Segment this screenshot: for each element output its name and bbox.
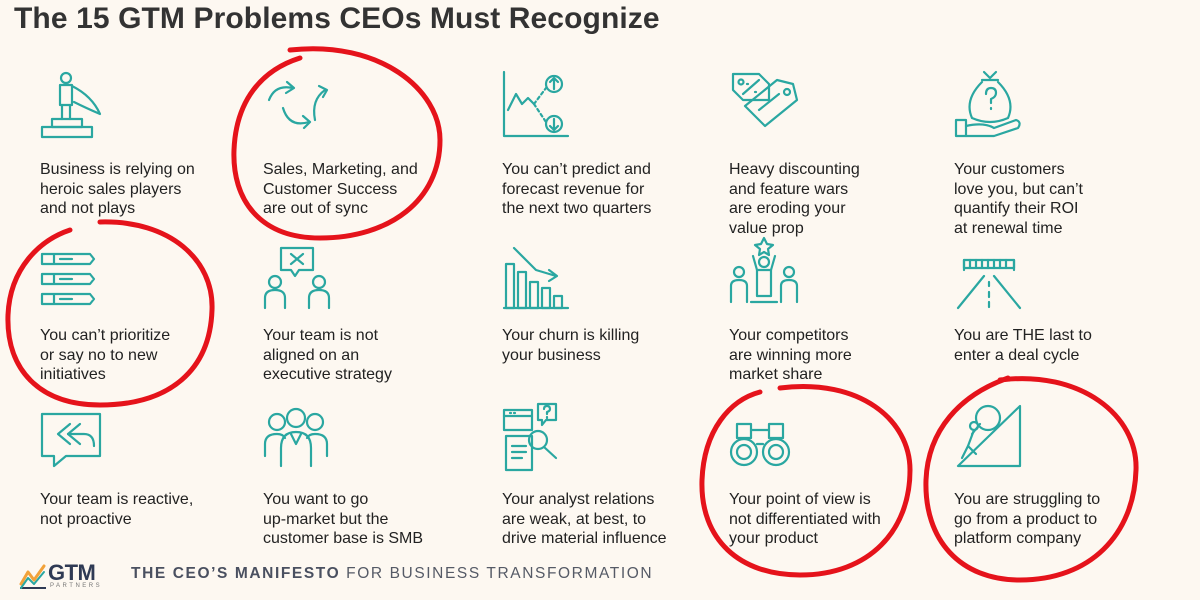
logo-word: GTM [48, 560, 96, 585]
page-title: The 15 GTM Problems CEOs Must Recognize [14, 2, 660, 35]
binoculars-icon [729, 400, 799, 472]
problem-item: Your team is reactive, not proactive [40, 400, 265, 560]
reply-bubble-icon [40, 400, 110, 472]
misaligned-team-icon [263, 236, 333, 310]
problem-text: Your team is not aligned on an executive s… [263, 327, 392, 383]
problem-text: Sales, Marketing, and Customer Success are… [263, 161, 418, 217]
problem-text: Your point of view is not differentiated … [729, 491, 881, 547]
sync-arrows-icon [263, 70, 333, 142]
problem-text: Your team is reactive, not proactive [40, 491, 194, 528]
problem-text: Heavy discounting and feature wars are ero… [729, 161, 860, 237]
race-finish-icon [954, 236, 1024, 310]
problem-text: You are THE last to enter a deal cycle [954, 327, 1092, 364]
problem-text: You are struggling to go from a product t… [954, 491, 1101, 547]
problem-item: Your competitors are winning more market s… [729, 236, 954, 396]
problem-item: Your team is not aligned on an executive s… [263, 236, 488, 396]
logo-mark-icon [19, 564, 46, 589]
problem-text: Your customers love you, but can’t quantif… [954, 161, 1083, 237]
tagline-bold: THE CEO’S MANIFESTO [131, 565, 341, 582]
problem-item: You are struggling to go from a product t… [954, 400, 1179, 560]
analyst-research-icon [502, 400, 572, 472]
problem-text: You can’t predict and forecast revenue fo… [502, 161, 652, 217]
sale-tag-icon [729, 70, 799, 142]
tagline-rest: FOR BUSINESS TRANSFORMATION [346, 565, 654, 582]
problem-item: Business is relying on heroic sales playe… [40, 70, 265, 230]
problem-item: Your analyst relations are weak, at best,… [502, 400, 727, 560]
problem-text: Business is relying on heroic sales playe… [40, 161, 195, 217]
problem-item: You are THE last to enter a deal cycle [954, 236, 1179, 396]
gtm-partners-logo: GTM PARTNERS [18, 560, 108, 592]
problem-text: Your competitors are winning more market s… [729, 327, 852, 383]
footer-tagline: THE CEO’S MANIFESTO FOR BUSINESS TRANSFO… [131, 565, 653, 583]
priority-list-icon [40, 236, 110, 308]
problem-text: You want to go up-market but the customer … [263, 491, 424, 547]
customer-group-icon [263, 400, 333, 472]
problem-item: You want to go up-market but the customer … [263, 400, 488, 560]
problem-item: Your customers love you, but can’t quantif… [954, 70, 1179, 237]
problem-item: You can’t predict and forecast revenue fo… [502, 70, 727, 230]
declining-bars-icon [502, 236, 572, 310]
boulder-push-icon [954, 400, 1024, 472]
problem-text: You can’t prioritize or say no to new init… [40, 327, 171, 383]
problem-item: You can’t prioritize or say no to new init… [40, 236, 265, 396]
logo-subtitle: PARTNERS [50, 583, 103, 589]
money-bag-hand-icon [954, 70, 1024, 142]
problem-item: Your churn is killing your business [502, 236, 727, 396]
problem-item: Sales, Marketing, and Customer Success are… [263, 70, 488, 230]
problem-item: Heavy discounting and feature wars are ero… [729, 70, 954, 237]
hero-podium-icon [40, 70, 110, 142]
winning-competitor-icon [729, 236, 799, 308]
problem-text: Your analyst relations are weak, at best,… [502, 491, 667, 547]
problem-item: Your point of view is not differentiated … [729, 400, 954, 560]
problem-text: Your churn is killing your business [502, 327, 640, 364]
forecast-chart-icon [502, 70, 572, 142]
